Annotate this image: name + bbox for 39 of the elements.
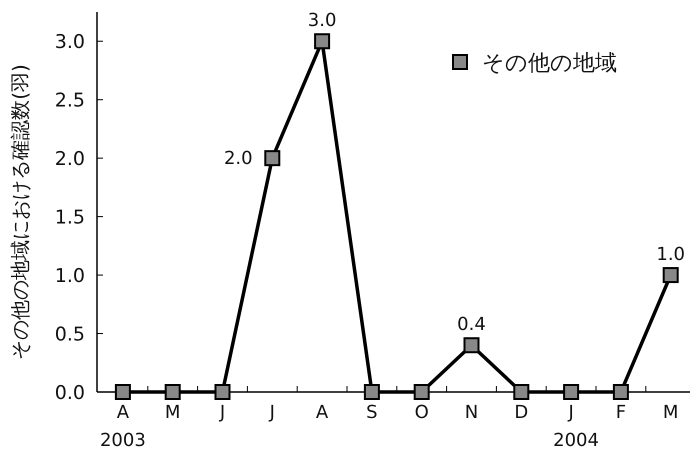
y-tick-label: 2.0	[54, 148, 85, 170]
point	[214, 384, 230, 400]
point	[164, 384, 181, 400]
y-tick-label: 1.5	[54, 206, 85, 229]
x-tick-label: M	[662, 402, 678, 423]
point	[563, 384, 580, 400]
data-label: 2.0	[224, 148, 253, 170]
point	[414, 384, 430, 400]
data-label: 0.4	[457, 314, 486, 336]
x-tick-label: F	[616, 402, 626, 423]
point	[364, 384, 380, 400]
point	[314, 33, 330, 50]
point	[513, 384, 530, 400]
data-label: 3.0	[308, 10, 336, 32]
point	[114, 384, 131, 400]
point	[264, 150, 280, 166]
text: 2004	[553, 430, 599, 451]
x-tick-label: O	[414, 402, 429, 423]
x-tick-label: M	[164, 402, 180, 423]
text: 2003	[100, 430, 146, 451]
x-tick-label: S	[366, 402, 378, 423]
legend-label: その他の地域	[482, 51, 617, 76]
x-tick-label: D	[514, 402, 528, 423]
x-tick-label: J	[567, 402, 574, 423]
x-tick-label: J	[218, 402, 226, 423]
y-axis-title: その他の地域における確認数(羽)	[8, 64, 32, 360]
y-tick-label: 3.0	[54, 31, 85, 54]
point	[612, 384, 629, 400]
x-tick-label: J	[268, 402, 275, 423]
y-tick-label: 2.5	[54, 90, 85, 112]
data-label: 1.0	[656, 244, 686, 266]
x-tick-label: A	[316, 402, 329, 423]
y-tick-label: 0.0	[54, 382, 85, 404]
y-tick-label: 0.5	[54, 324, 85, 346]
y-tick-label: 1.0	[54, 265, 85, 288]
x-tick-label: N	[464, 402, 478, 423]
point	[463, 337, 480, 354]
point	[662, 267, 679, 284]
x-tick-label: A	[116, 402, 130, 423]
